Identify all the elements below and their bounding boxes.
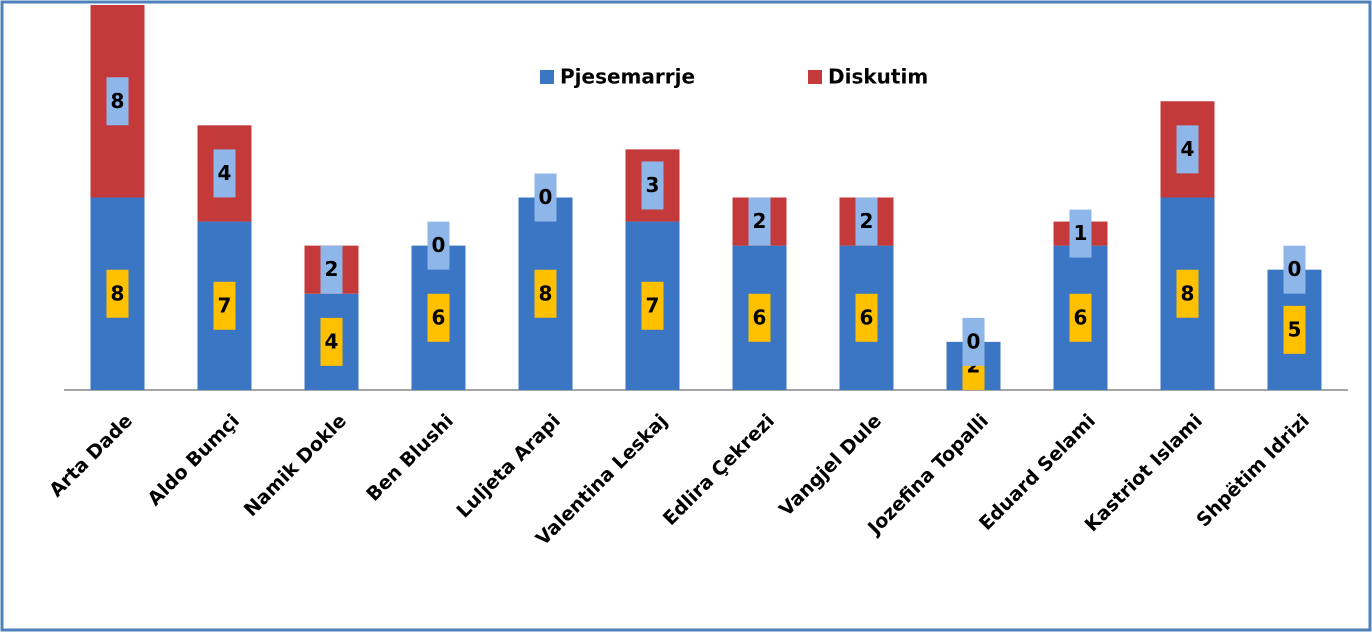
legend-label: Pjesemarrje bbox=[560, 65, 695, 89]
data-label: 4 bbox=[325, 329, 339, 353]
data-label-box bbox=[106, 269, 129, 318]
data-label-box bbox=[962, 317, 985, 366]
data-label-box bbox=[855, 197, 878, 246]
data-label-box bbox=[320, 245, 343, 294]
legend-swatch bbox=[540, 70, 554, 84]
data-label-box bbox=[320, 317, 343, 366]
data-label-box bbox=[1176, 269, 1199, 318]
data-label: 6 bbox=[432, 305, 446, 329]
data-label: 8 bbox=[1181, 281, 1195, 305]
data-label: 7 bbox=[218, 293, 232, 317]
data-label: 4 bbox=[1181, 137, 1195, 161]
data-label-box bbox=[1176, 125, 1199, 174]
data-label-box bbox=[213, 281, 236, 330]
data-label: 6 bbox=[1074, 305, 1088, 329]
data-label: 8 bbox=[111, 89, 125, 113]
data-label-box bbox=[534, 269, 557, 318]
data-label-box bbox=[1283, 245, 1306, 294]
data-label-box bbox=[1069, 293, 1092, 342]
data-label-box bbox=[1283, 305, 1306, 354]
data-label-box bbox=[106, 77, 129, 126]
data-label: 0 bbox=[432, 233, 446, 257]
data-label: 2 bbox=[753, 209, 767, 233]
data-label-box bbox=[855, 293, 878, 342]
data-label: 3 bbox=[646, 173, 660, 197]
data-label: 4 bbox=[218, 161, 232, 185]
data-label-box bbox=[1069, 209, 1092, 258]
data-label-box bbox=[534, 173, 557, 222]
data-label: 0 bbox=[1288, 257, 1302, 281]
data-label: 0 bbox=[967, 329, 981, 353]
data-label-box bbox=[213, 149, 236, 198]
data-label: 5 bbox=[1288, 317, 1302, 341]
data-label: 6 bbox=[860, 305, 874, 329]
legend-label: Diskutim bbox=[828, 65, 928, 89]
data-label-box bbox=[748, 197, 771, 246]
data-label: 0 bbox=[539, 185, 553, 209]
legend-swatch bbox=[808, 70, 822, 84]
data-label: 6 bbox=[753, 305, 767, 329]
data-label: 7 bbox=[646, 293, 660, 317]
data-label: 2 bbox=[325, 257, 339, 281]
data-label-box bbox=[427, 221, 450, 270]
data-label: 8 bbox=[111, 281, 125, 305]
data-label-box bbox=[641, 281, 664, 330]
data-label: 2 bbox=[860, 209, 874, 233]
data-label: 1 bbox=[1074, 221, 1088, 245]
data-label: 8 bbox=[539, 281, 553, 305]
data-label-box bbox=[427, 293, 450, 342]
data-label-box bbox=[748, 293, 771, 342]
data-label-box bbox=[641, 161, 664, 210]
